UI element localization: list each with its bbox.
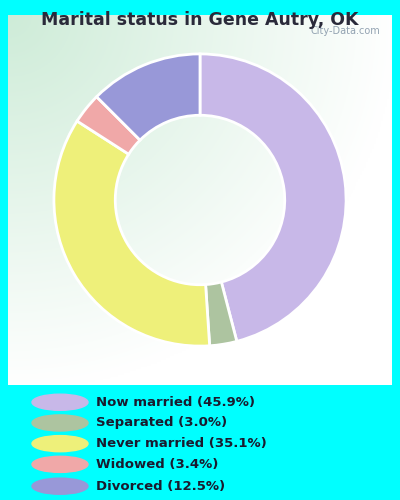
Circle shape [32,478,88,494]
Text: Marital status in Gene Autry, OK: Marital status in Gene Autry, OK [41,11,359,29]
Text: Separated (3.0%): Separated (3.0%) [96,416,227,430]
Wedge shape [97,54,200,140]
Wedge shape [54,121,210,346]
Wedge shape [206,282,237,346]
Text: Never married (35.1%): Never married (35.1%) [96,437,267,450]
Text: Divorced (12.5%): Divorced (12.5%) [96,480,225,492]
Circle shape [32,456,88,472]
Text: Widowed (3.4%): Widowed (3.4%) [96,458,218,471]
Wedge shape [200,54,346,342]
Text: Now married (45.9%): Now married (45.9%) [96,396,255,409]
Text: City-Data.com: City-Data.com [311,26,380,36]
Circle shape [32,436,88,452]
Wedge shape [77,97,140,154]
Circle shape [32,415,88,431]
Circle shape [32,394,88,410]
